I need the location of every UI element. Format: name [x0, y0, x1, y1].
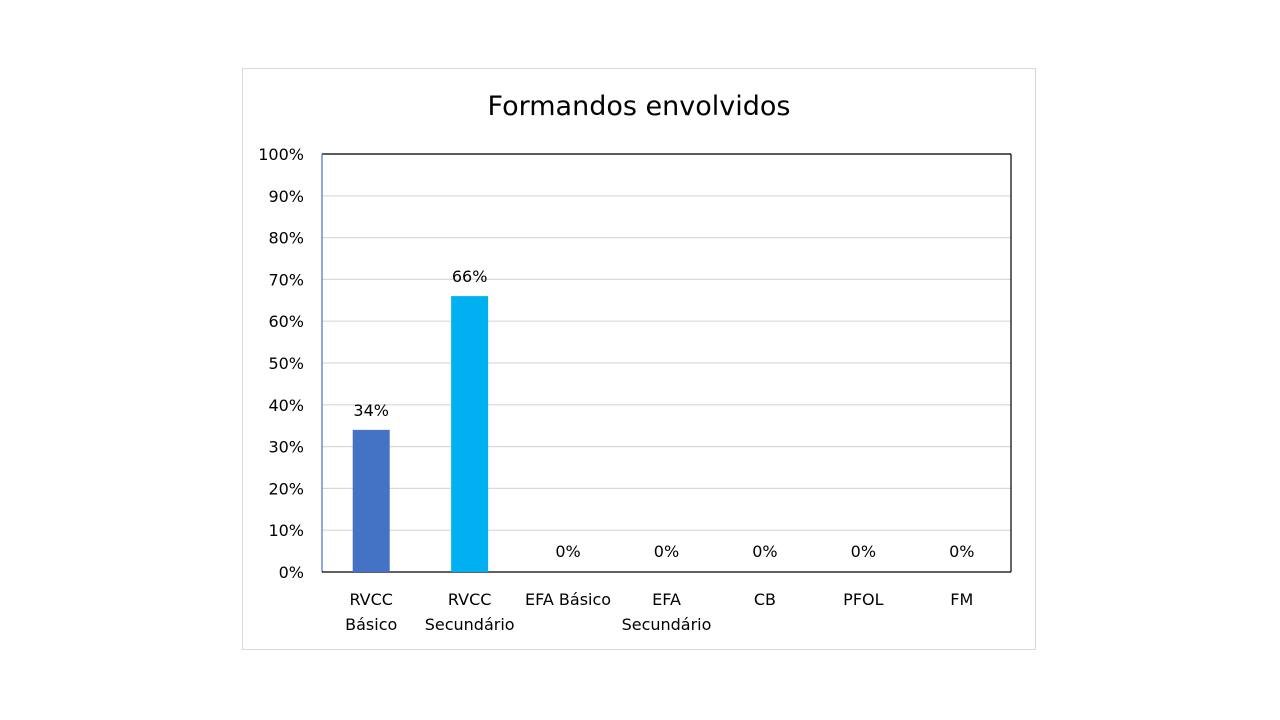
data-label: 0% [654, 542, 679, 561]
x-tick-label: Secundário [425, 615, 515, 634]
y-tick-label: 50% [268, 354, 304, 373]
y-tick-label: 100% [258, 145, 304, 164]
data-label: 0% [555, 542, 580, 561]
x-tick-label: RVCC [448, 590, 492, 609]
data-label: 66% [452, 267, 488, 286]
bar [352, 429, 390, 572]
data-label: 0% [949, 542, 974, 561]
x-tick-label: Secundário [622, 615, 712, 634]
bar [451, 296, 489, 572]
y-tick-label: 90% [268, 187, 304, 206]
x-tick-label: Básico [345, 615, 397, 634]
x-tick-label: RVCC [349, 590, 393, 609]
y-tick-label: 40% [268, 396, 304, 415]
y-tick-label: 30% [268, 438, 304, 457]
data-label: 0% [752, 542, 777, 561]
x-tick-label: CB [754, 590, 776, 609]
x-tick-label: EFA [652, 590, 681, 609]
x-tick-label: FM [950, 590, 973, 609]
x-tick-label: PFOL [843, 590, 883, 609]
x-tick-label: EFA Básico [525, 590, 611, 609]
chart-title: Formandos envolvidos [487, 91, 791, 122]
data-label: 34% [353, 401, 389, 420]
y-tick-label: 0% [279, 563, 304, 582]
y-tick-label: 20% [268, 479, 304, 498]
y-tick-label: 80% [268, 229, 304, 248]
y-tick-label: 70% [268, 270, 304, 289]
data-label: 0% [851, 542, 876, 561]
y-tick-label: 10% [268, 521, 304, 540]
y-tick-label: 60% [268, 312, 304, 331]
